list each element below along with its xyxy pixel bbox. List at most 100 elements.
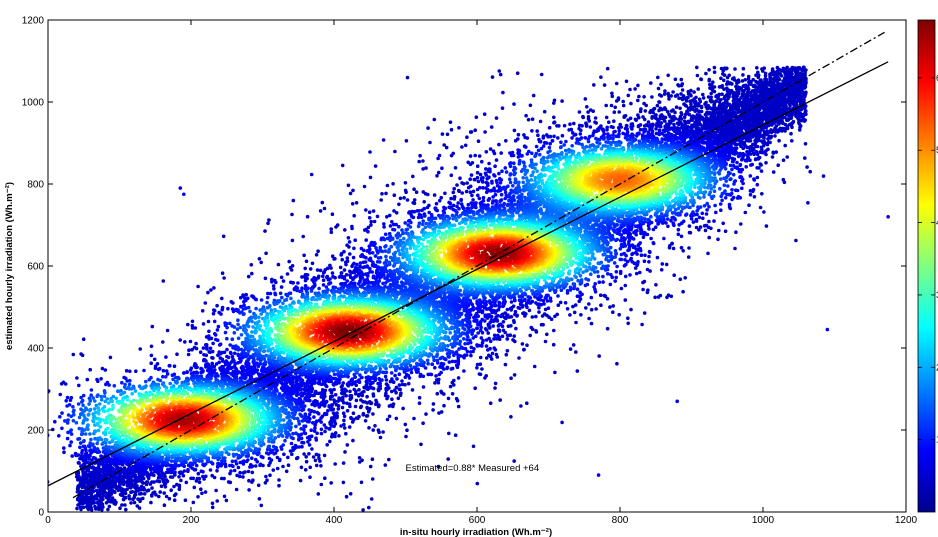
scatter-point	[109, 356, 113, 360]
scatter-point	[483, 130, 487, 134]
scatter-point	[431, 408, 435, 412]
scatter-point	[560, 99, 564, 103]
scatter-point	[397, 203, 401, 207]
scatter-point	[162, 491, 166, 495]
scatter-point	[266, 222, 270, 226]
scatter-point	[488, 170, 492, 174]
scatter-point	[544, 340, 548, 344]
scatter-point	[8, 472, 12, 476]
scatter-point	[733, 247, 737, 251]
scatter-point	[642, 231, 646, 235]
scatter-point	[611, 95, 615, 99]
scatter-point	[247, 479, 251, 483]
scatter-point	[267, 218, 271, 222]
scatter-point	[452, 191, 456, 195]
scatter-point	[43, 416, 47, 420]
scatter-point	[667, 97, 671, 101]
scatter-point	[309, 267, 313, 271]
scatter-point	[351, 420, 355, 424]
scatter-point	[221, 358, 225, 362]
scatter-point	[771, 155, 775, 159]
scatter-point	[485, 338, 489, 342]
scatter-point	[247, 470, 251, 474]
scatter-point	[692, 90, 696, 94]
scatter-point	[641, 288, 645, 292]
scatter-point	[755, 166, 759, 170]
scatter-point	[360, 481, 364, 485]
scatter-point	[147, 488, 151, 492]
scatter-point	[506, 334, 510, 338]
scatter-point	[194, 326, 198, 330]
scatter-point	[123, 503, 127, 507]
scatter-point	[531, 117, 535, 121]
scatter-point	[687, 255, 691, 259]
scatter-point	[321, 388, 325, 392]
scatter-point	[617, 313, 621, 317]
scatter-point	[726, 76, 730, 80]
scatter-point	[693, 109, 697, 113]
scatter-point	[757, 76, 761, 80]
scatter-point	[732, 152, 736, 156]
scatter-point	[522, 311, 526, 315]
scatter-point	[413, 202, 417, 206]
scatter-point	[337, 396, 341, 400]
scatter-point	[652, 241, 656, 245]
scatter-point	[60, 382, 64, 386]
scatter-point	[611, 126, 615, 130]
scatter-point	[572, 343, 576, 347]
scatter-point	[365, 406, 369, 410]
scatter-point	[650, 116, 654, 120]
scatter-point	[637, 125, 641, 129]
scatter-point	[209, 468, 213, 472]
scatter-point	[239, 296, 243, 300]
scatter-point	[709, 92, 713, 96]
scatter-point	[739, 222, 743, 226]
scatter-point	[315, 453, 319, 457]
scatter-point	[697, 104, 701, 108]
scatter-point	[477, 180, 481, 184]
scatter-point	[334, 393, 338, 397]
scatter-point	[506, 349, 510, 353]
scatter-point	[161, 340, 165, 344]
scatter-point	[62, 446, 66, 450]
scatter-point	[168, 364, 172, 368]
scatter-point	[478, 186, 482, 190]
scatter-point	[365, 395, 369, 399]
scatter-point	[638, 271, 642, 275]
scatter-point	[636, 99, 640, 103]
scatter-point	[712, 219, 716, 223]
scatter-point	[35, 408, 39, 412]
scatter-point	[667, 293, 671, 297]
scatter-point	[367, 506, 371, 510]
scatter-point	[357, 388, 361, 392]
scatter-point	[764, 161, 768, 165]
scatter-point	[92, 456, 96, 460]
scatter-point	[260, 504, 264, 508]
scatter-point	[665, 263, 669, 267]
scatter-point	[435, 174, 439, 178]
scatter-point	[469, 354, 473, 358]
scatter-point	[207, 330, 211, 334]
scatter-point	[386, 184, 390, 188]
scatter-point	[478, 197, 482, 201]
scatter-point	[611, 304, 615, 308]
scatter-point	[456, 201, 460, 205]
scatter-point	[214, 489, 218, 493]
scatter-point	[150, 354, 154, 358]
scatter-point	[321, 201, 325, 205]
scatter-point	[472, 190, 476, 194]
scatter-point	[13, 431, 17, 435]
scatter-point	[2, 409, 6, 413]
scatter-point	[372, 392, 376, 396]
scatter-point	[196, 285, 200, 289]
scatter-point	[530, 326, 534, 330]
scatter-point	[296, 456, 300, 460]
scatter-point	[640, 323, 644, 327]
scatter-point	[624, 275, 628, 279]
scatter-point	[476, 194, 480, 198]
scatter-point	[439, 371, 443, 375]
scatter-point	[5, 394, 9, 398]
scatter-point	[393, 150, 397, 154]
scatter-point	[86, 378, 90, 382]
scatter-point	[458, 176, 462, 180]
